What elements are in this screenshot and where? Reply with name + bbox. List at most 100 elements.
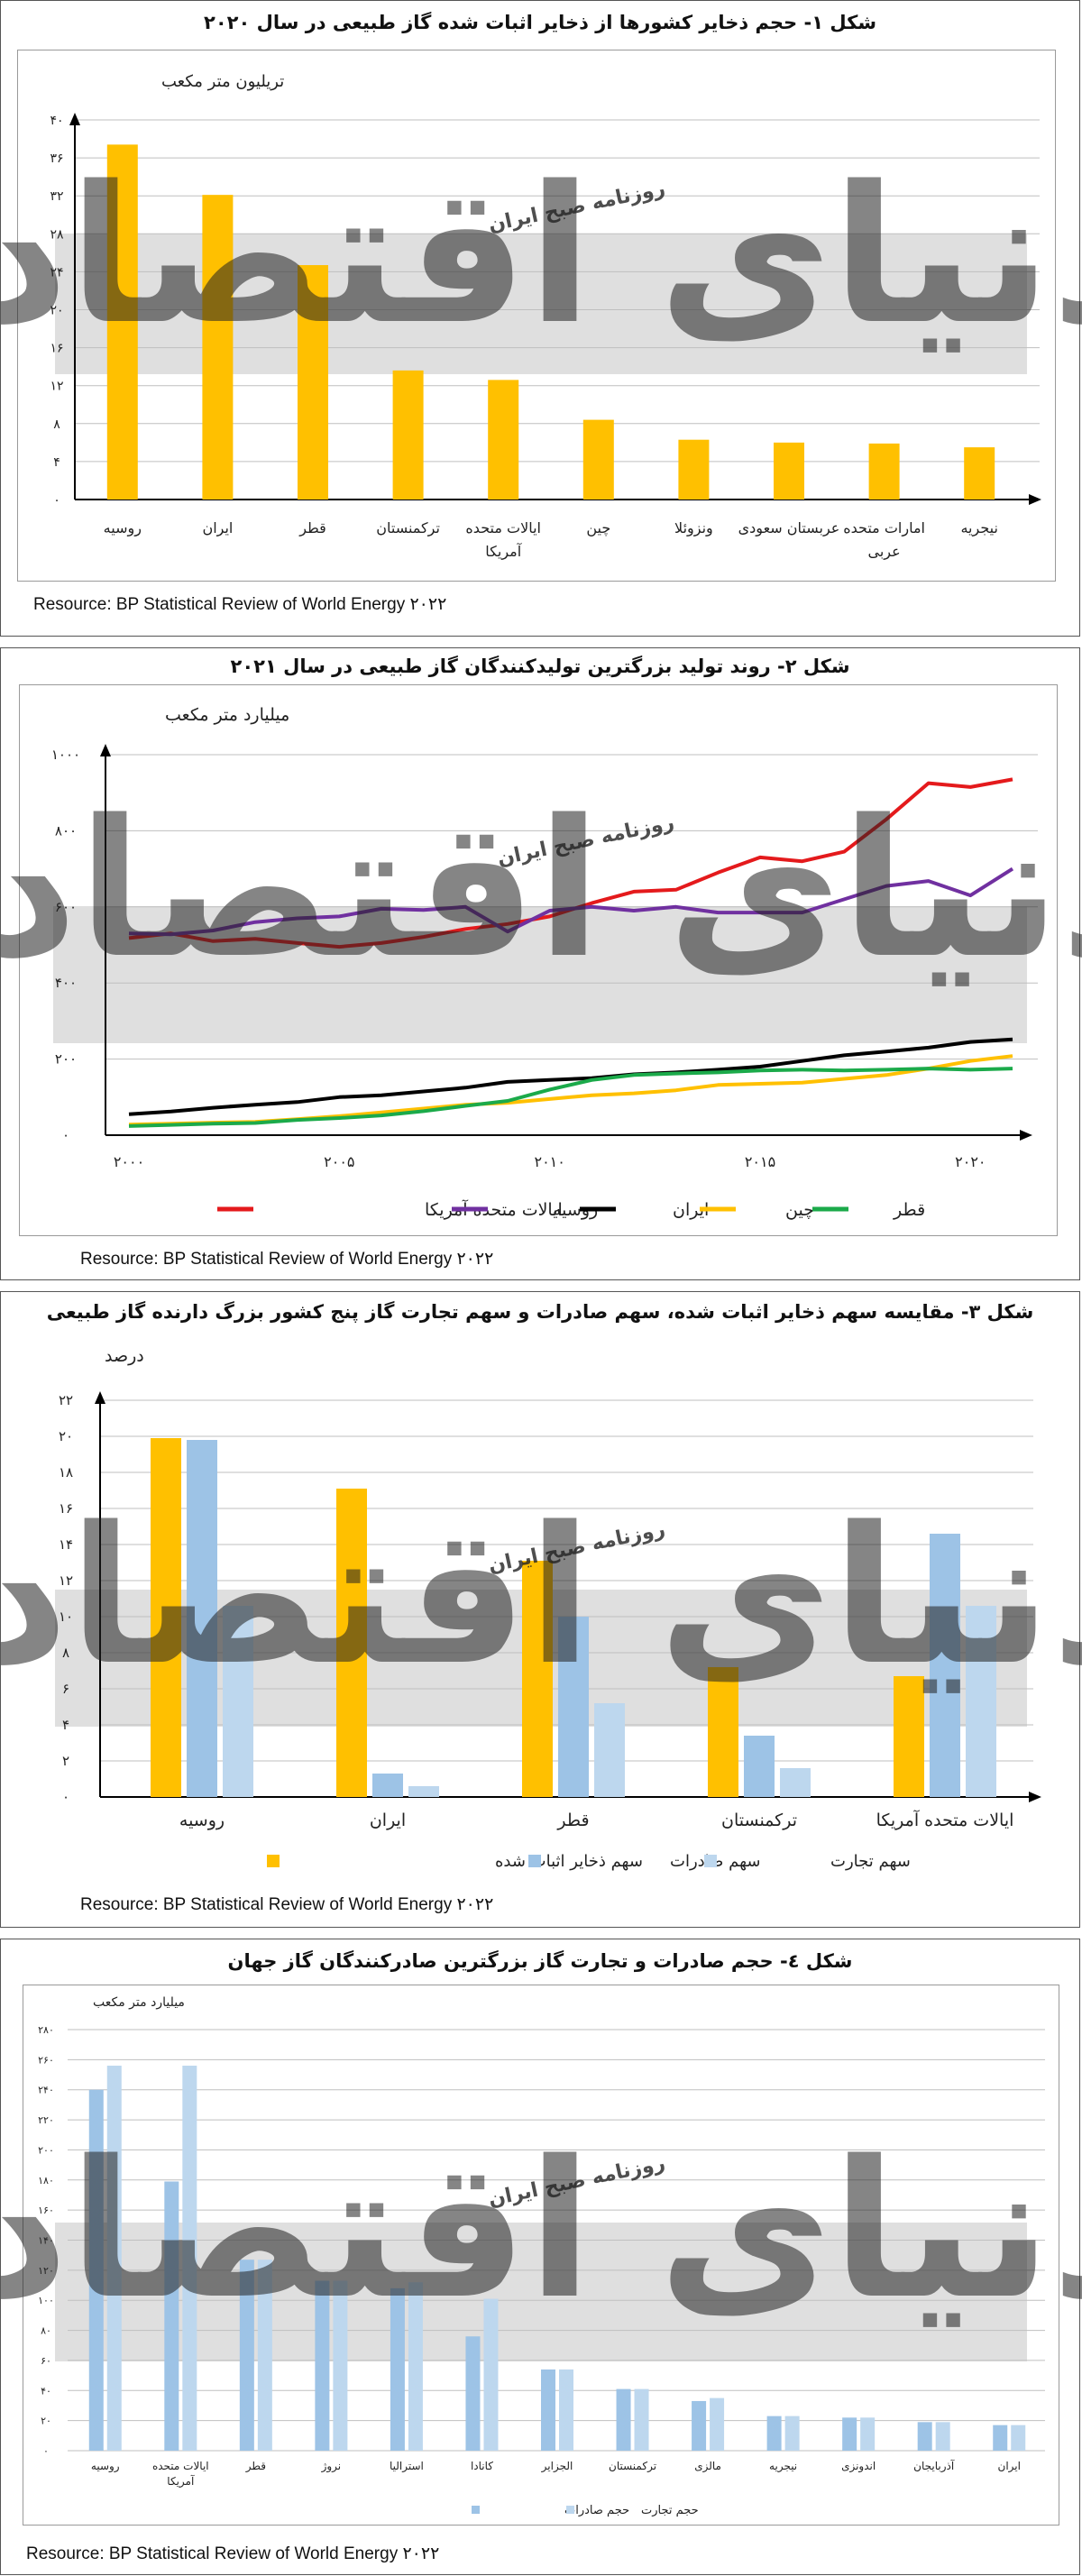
bar: [333, 2280, 348, 2451]
bar: [315, 2280, 330, 2451]
figure-1-source: Resource: BP Statistical Review of World…: [33, 595, 447, 614]
y-tick-label: ۸: [53, 417, 60, 432]
bar: [182, 2066, 197, 2451]
bar: [616, 2388, 631, 2451]
y-axis-title: میلیارد متر مکعب: [165, 705, 289, 725]
y-axis-arrow: [100, 744, 111, 756]
y-tick-label: ۲۲۰: [38, 2114, 54, 2126]
bar: [106, 144, 138, 500]
bar: [964, 447, 995, 500]
bar: [894, 1676, 924, 1797]
legend-swatch: [267, 1855, 280, 1867]
bar: [151, 1438, 181, 1797]
y-tick-label: ۴۰: [41, 2385, 51, 2397]
x-tick-label: ۲۰۰۰: [114, 1153, 144, 1170]
y-tick-label: ۱۲: [50, 380, 63, 394]
x-tick-label: ۲۰۱۰: [534, 1153, 564, 1170]
legend-label: چین: [785, 1200, 814, 1220]
figure-2-chart: ۰ ۲۰۰ ۴۰۰ ۶۰۰ ۸۰۰ ۱۰۰۰ میلیارد متر مکعب ۲۰۰۰ ۲۰۰…: [1, 705, 1082, 1220]
x-tick-label: ایالات متحده: [465, 519, 541, 536]
bar: [223, 1606, 253, 1797]
bar: [784, 2416, 800, 2451]
figure-1-title: شکل ۱- حجم ذخایر کشورها از ذخایر اثبات ش…: [204, 12, 876, 33]
figure-1-chart: ۰ ۴ ۸ ۱۲ ۱۶ ۲۰ ۲۴ ۲۸ ۳۲ ۳۶ ۴۰ تریلیون متر مکعب روسیه…: [1, 72, 1082, 561]
y-tick-label: ۲۰: [50, 304, 63, 318]
figure-3-source: Resource: BP Statistical Review of World…: [80, 1895, 494, 1914]
x-tick-label: آذربایجان: [913, 2459, 955, 2473]
series-line: [128, 1037, 1013, 1116]
legend-swatch: [472, 2506, 480, 2514]
bar: [88, 2089, 104, 2451]
bar: [634, 2388, 649, 2451]
x-tick-label: آمریکا: [167, 2474, 195, 2489]
legend-label: سهم ذخایر اثبات شده: [495, 1852, 643, 1871]
x-tick-label: نیجریه: [960, 519, 997, 537]
y-tick-label: ۲۴۰: [38, 2085, 54, 2096]
y-tick-label: ۸۰۰: [55, 822, 77, 839]
x-tick-label: ایالات متحده: [152, 2460, 209, 2472]
figure-4-source: Resource: BP Statistical Review of World…: [26, 2544, 440, 2563]
bar: [678, 439, 710, 500]
y-tick-label: ۰: [62, 1127, 69, 1143]
y-tick-label: ۶: [62, 1681, 69, 1697]
legend-label: حجم صادرات: [564, 2504, 629, 2517]
bar: [408, 2282, 423, 2451]
y-tick-label: ۱۸۰: [38, 2175, 54, 2186]
y-axis-arrow: [95, 1391, 105, 1404]
legend-swatch: [528, 1855, 541, 1867]
y-tick-label: ۲۸۰: [38, 2024, 54, 2036]
x-tick-label: ونزوئلا: [674, 519, 713, 537]
bar: [744, 1736, 775, 1797]
y-tick-label: ۴۰: [50, 114, 63, 128]
x-tick-label: ایران: [370, 1811, 406, 1830]
y-tick-label: ۰: [53, 493, 60, 508]
bar: [935, 2422, 950, 2451]
x-tick-label: مالزی: [694, 2460, 721, 2473]
y-tick-label: ۲۶۰: [38, 2054, 54, 2066]
legend-label: حجم تجارت: [641, 2504, 699, 2517]
x-tick-label: قطر: [245, 2460, 266, 2473]
y-tick-label: ۱۴: [59, 1536, 73, 1553]
x-tick-label: آمریکا: [485, 543, 523, 561]
x-tick-label: اندونزی: [841, 2460, 876, 2473]
bar: [559, 2369, 573, 2451]
y-tick-label: ۸: [62, 1645, 69, 1661]
y-tick-label: ۱۰۰: [38, 2295, 54, 2306]
bar: [966, 1606, 996, 1797]
x-tick-label: روسیه: [91, 2460, 120, 2473]
x-tick-label: عربستان سعودی: [738, 519, 840, 537]
x-tick-label: قطر: [298, 519, 326, 537]
bar: [187, 1440, 217, 1797]
y-tick-label: ۶۰: [41, 2355, 51, 2367]
watermark-brand: دنیای اقتصاد: [1, 2120, 1082, 2341]
figure-2-panel: شکل ۲- روند تولید بزرگترین تولیدکنندگان …: [0, 647, 1082, 1280]
bar: [780, 1768, 811, 1797]
legend-label: قطر: [893, 1200, 925, 1220]
series-line: [128, 1054, 1013, 1127]
bar: [868, 443, 900, 500]
legend-label: سهم تجارت: [830, 1852, 911, 1871]
y-axis-title: تریلیون متر مکعب: [161, 72, 284, 91]
bar: [860, 2417, 876, 2451]
y-tick-label: ۲۰: [41, 2416, 51, 2427]
legend-label: ایالات متحده آمریکا: [425, 1198, 563, 1220]
bar: [594, 1703, 625, 1797]
x-axis-arrow: [1020, 1130, 1032, 1141]
bar: [522, 1561, 553, 1797]
x-tick-label: ایران: [202, 519, 233, 537]
bar: [842, 2417, 857, 2451]
figure-3-title: شکل ۳- مقایسه سهم ذخایر اثبات شده، سهم ص…: [46, 1301, 1034, 1323]
figure-2-source: Resource: BP Statistical Review of World…: [80, 1250, 494, 1269]
bar: [488, 380, 519, 500]
figure-4-title: شکل ٤- حجم صادرات و تجارت گاز بزرگترین ص…: [227, 1950, 853, 1972]
y-axis-title: میلیارد متر مکعب: [93, 1995, 185, 2010]
y-tick-label: ۳۶: [50, 151, 63, 166]
x-axis-arrow: [1029, 494, 1041, 505]
y-tick-label: ۲۴: [50, 265, 63, 280]
y-tick-label: ۴۰۰: [55, 975, 77, 991]
bar: [558, 1617, 589, 1797]
bar: [692, 2400, 707, 2451]
